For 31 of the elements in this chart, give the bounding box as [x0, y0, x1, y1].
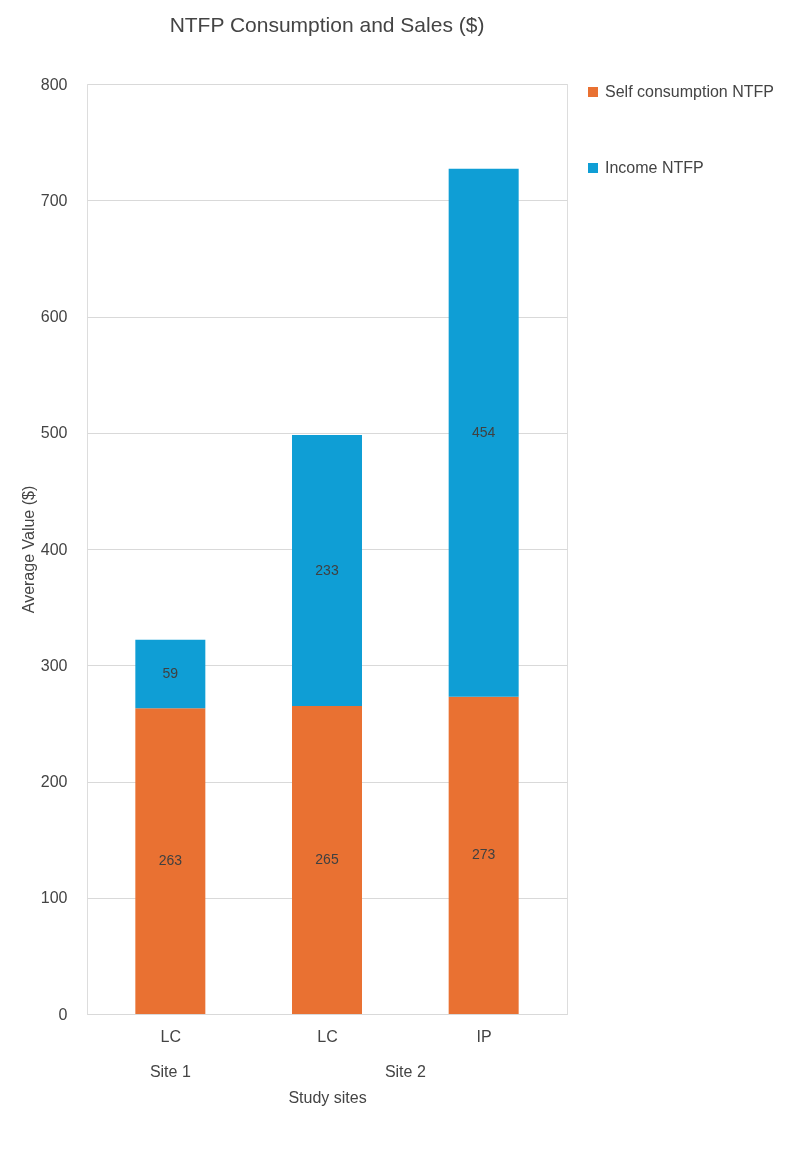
chart-title: NTFP Consumption and Sales ($): [169, 13, 485, 36]
y-tick-label: 300: [40, 656, 68, 674]
data-label: 59: [162, 664, 179, 681]
y-tick-label: 700: [40, 191, 68, 209]
bar: [448, 696, 519, 1014]
bar: [292, 705, 362, 1014]
bar: [135, 708, 206, 1014]
legend-label: Income NTFP: [605, 159, 704, 176]
y-tick-label: 600: [40, 308, 68, 325]
bar: [448, 168, 519, 697]
x-tick-label: LC: [317, 1027, 338, 1045]
data-label: 454: [471, 423, 496, 440]
bar: [135, 639, 206, 709]
x-tick-label: LC: [160, 1027, 182, 1045]
y-axis-title: Average Value ($): [19, 485, 37, 614]
data-label: 273: [471, 846, 496, 863]
legend-label: Self consumption NTFP: [605, 83, 774, 100]
y-tick-label: 800: [40, 75, 68, 93]
y-tick-label: 100: [40, 889, 68, 907]
y-tick-label: 500: [40, 424, 68, 442]
y-tick-label: 400: [40, 540, 68, 558]
data-label: 263: [158, 852, 183, 869]
y-tick-label: 0: [58, 1005, 68, 1023]
y-tick-label: 200: [40, 773, 68, 790]
x-tick-label: IP: [476, 1027, 492, 1045]
bar: [292, 435, 362, 706]
text: Site 1: [149, 1063, 191, 1080]
x-axis-title: Study sites: [288, 1088, 367, 1106]
data-label: 265: [315, 850, 339, 867]
text: Site 2: [384, 1063, 426, 1080]
data-label: 233: [315, 561, 339, 578]
